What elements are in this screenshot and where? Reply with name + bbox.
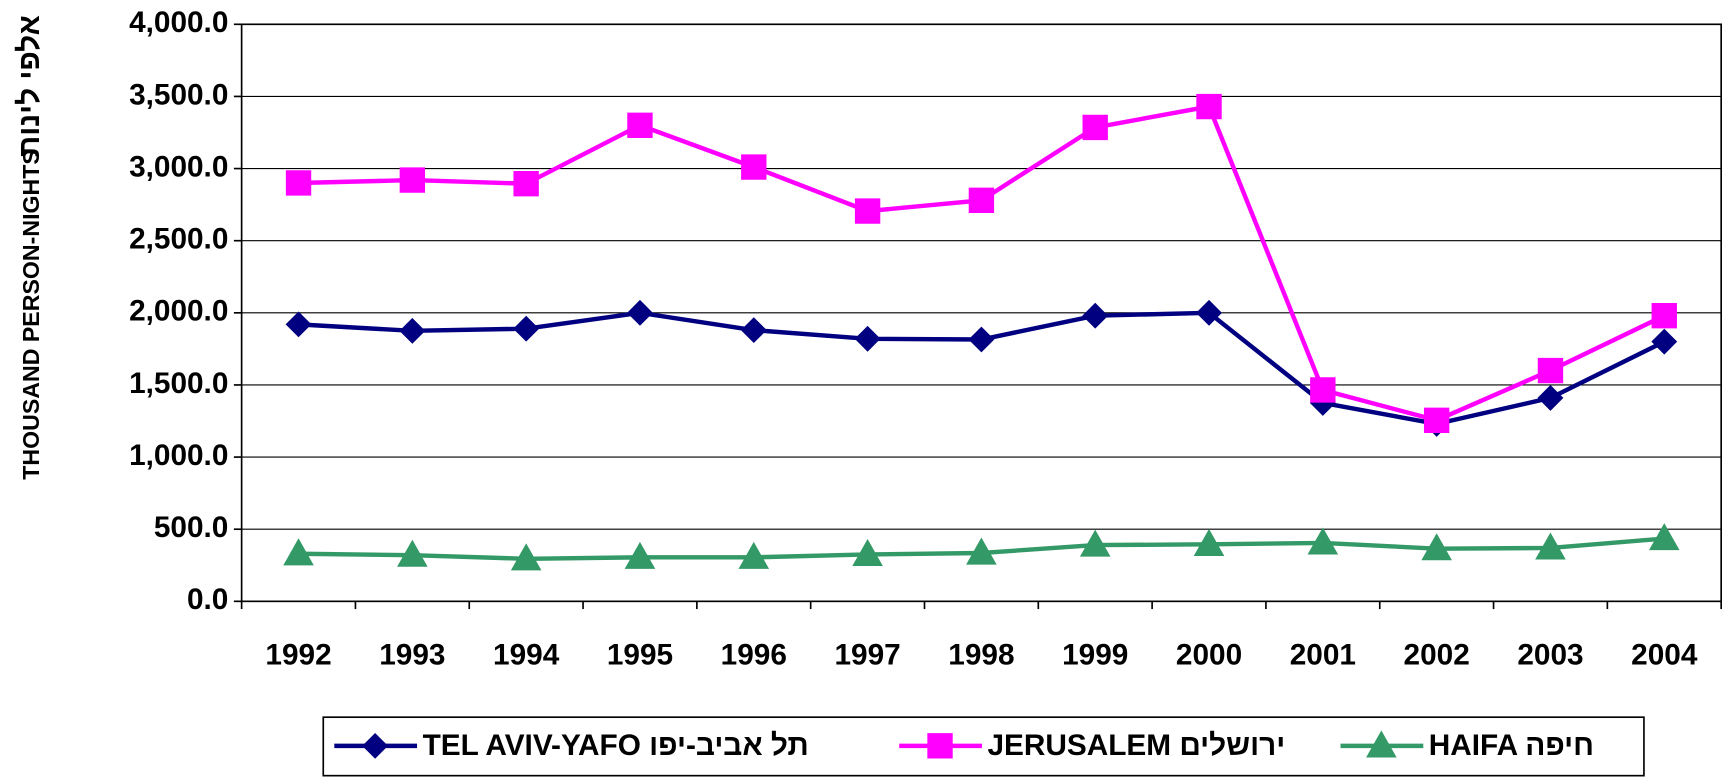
- series-line: [298, 104, 1666, 423]
- x-tick-label: 1996: [721, 638, 787, 671]
- y-tick-label: 2,000.0: [129, 295, 228, 328]
- marker: [738, 541, 770, 569]
- x-tick-label: 2000: [1176, 638, 1242, 671]
- y-tick-label: 2,500.0: [129, 223, 228, 256]
- x-tick-label: 1994: [493, 638, 560, 671]
- y-tick-label: 1,500.0: [129, 367, 228, 400]
- marker: [1196, 299, 1222, 326]
- marker: [1307, 527, 1339, 555]
- marker: [513, 171, 539, 197]
- marker: [285, 170, 312, 196]
- plot-frame: [240, 23, 1723, 603]
- x-tick-label: 1998: [948, 638, 1014, 671]
- marker: [1310, 377, 1336, 403]
- x-tick-label: 2002: [1404, 638, 1470, 671]
- marker: [740, 317, 767, 344]
- x-tick-label: 1992: [265, 638, 331, 671]
- marker: [624, 541, 656, 569]
- y-axis-label-hebrew: אלפי לינות: [13, 15, 46, 157]
- marker: [1537, 385, 1564, 411]
- legend-label: JERUSALEM ירושלים: [987, 729, 1285, 762]
- marker: [627, 299, 653, 326]
- legend-label: HAIFA חיפה: [1429, 729, 1594, 762]
- marker: [1535, 532, 1566, 560]
- marker: [852, 538, 883, 567]
- marker: [968, 326, 995, 353]
- legend-label: TEL AVIV-YAFO תל אביב-יפו: [423, 729, 809, 762]
- marker: [285, 311, 312, 338]
- y-tick-label: 1,000.0: [129, 439, 228, 472]
- legend-marker: [927, 733, 953, 759]
- y-tick-label: 500.0: [154, 511, 228, 544]
- marker: [399, 317, 426, 344]
- marker: [1082, 302, 1109, 329]
- y-axis-label: THOUSAND PERSON-NIGHTS: [18, 149, 44, 480]
- legend-marker: [1366, 730, 1397, 758]
- marker: [1648, 523, 1680, 551]
- marker: [1421, 533, 1452, 561]
- marker: [1082, 114, 1108, 141]
- marker: [513, 315, 540, 342]
- marker: [854, 325, 881, 352]
- marker: [741, 154, 767, 180]
- marker: [510, 543, 542, 571]
- legend-marker: [362, 732, 389, 759]
- x-tick-label: 2003: [1517, 638, 1583, 671]
- x-tick-label: 2001: [1290, 638, 1356, 671]
- marker: [627, 112, 653, 138]
- marker: [399, 167, 426, 193]
- x-tick-label: 1993: [379, 638, 445, 671]
- marker: [283, 538, 314, 566]
- marker: [397, 539, 428, 567]
- marker: [1651, 328, 1678, 355]
- y-tick-label: 0.0: [187, 583, 228, 616]
- marker: [854, 198, 881, 224]
- x-tick-label: 1997: [834, 638, 900, 671]
- marker: [1193, 528, 1225, 556]
- marker: [968, 187, 995, 213]
- y-tick-label: 3,500.0: [129, 78, 228, 111]
- marker: [1651, 303, 1677, 329]
- x-tick-label: 2004: [1631, 638, 1698, 671]
- y-tick-label: 3,000.0: [129, 150, 228, 183]
- legend-box: [322, 716, 1645, 777]
- marker: [1196, 93, 1222, 120]
- y-tick-label: 4,000.0: [129, 6, 228, 39]
- x-tick-label: 1995: [607, 638, 673, 671]
- marker: [966, 537, 997, 565]
- x-tick-label: 1999: [1062, 638, 1128, 671]
- marker: [1079, 529, 1111, 557]
- marker: [1423, 407, 1450, 433]
- marker: [1537, 357, 1564, 384]
